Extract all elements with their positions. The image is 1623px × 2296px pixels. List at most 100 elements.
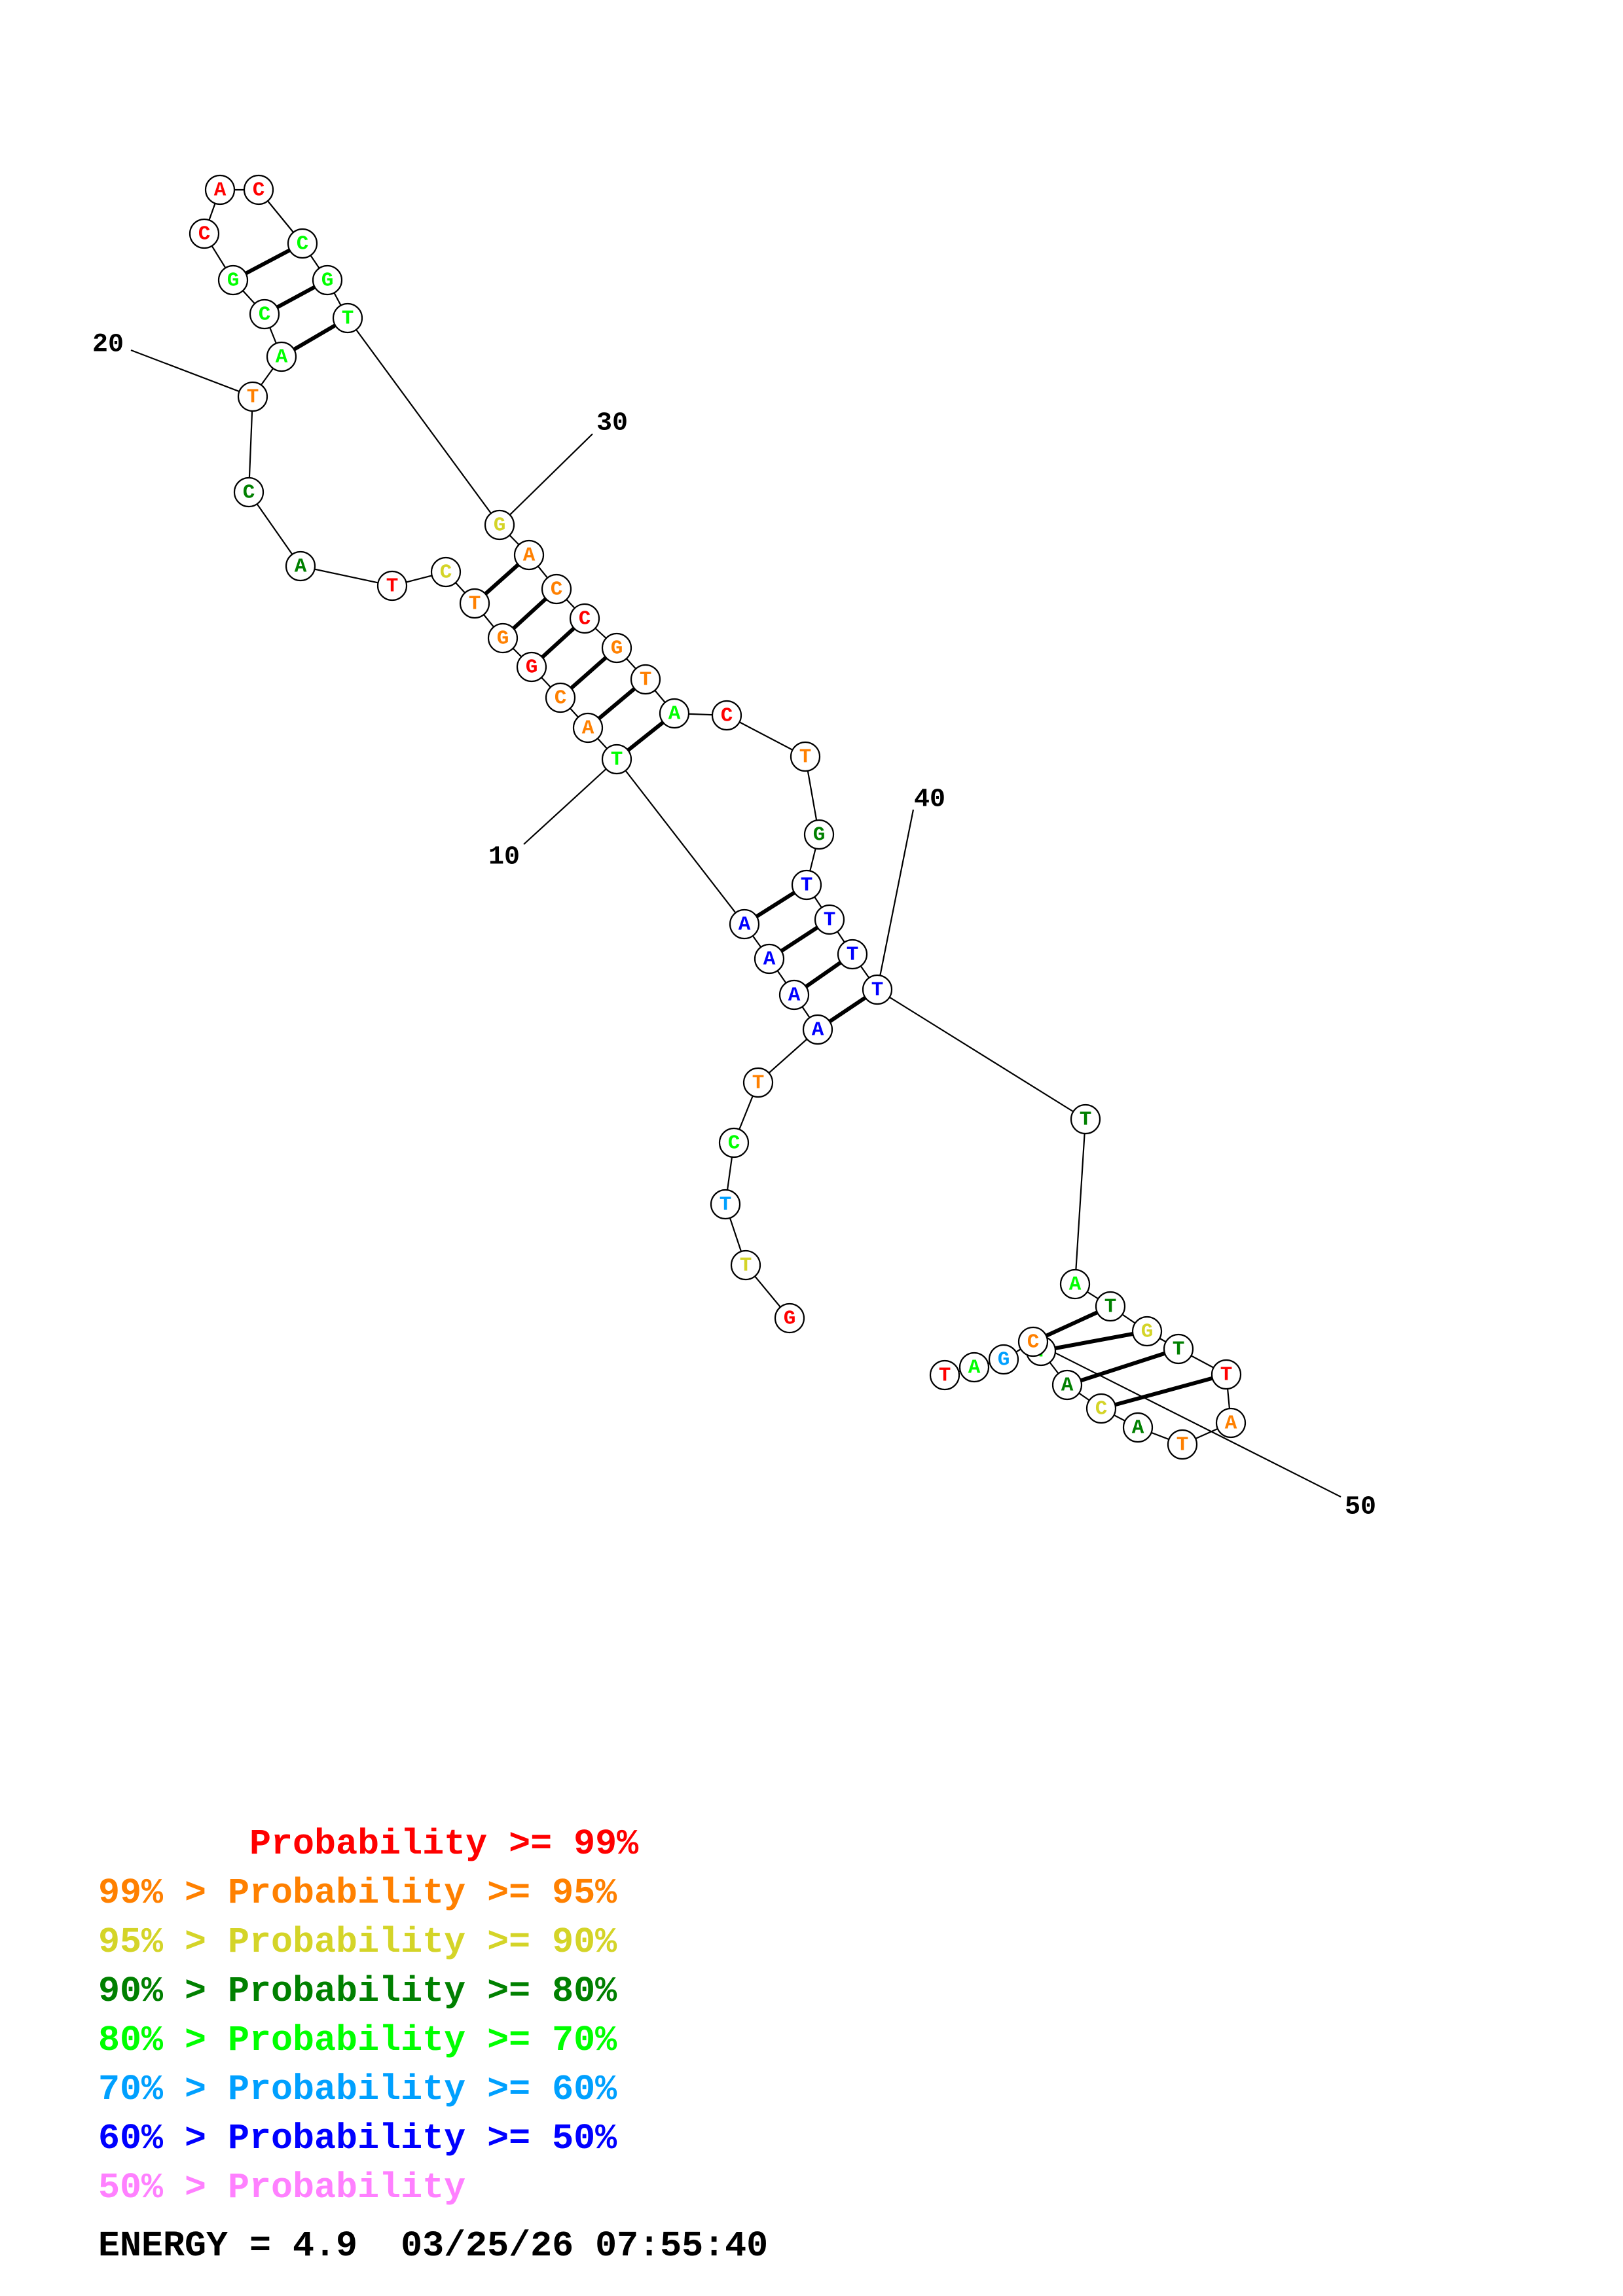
nucleotide-letter: C xyxy=(1095,1398,1108,1421)
nucleotide-circle xyxy=(487,622,519,654)
nucleotide-letter: G xyxy=(1141,1321,1154,1344)
nucleotide: A xyxy=(778,979,810,1011)
nucleotide-letter: G xyxy=(784,1308,796,1331)
legend-row: 60% > Probability >= 50% xyxy=(98,2118,617,2159)
nucleotide-letter: C xyxy=(728,1132,740,1155)
nucleotide-letter: C xyxy=(579,608,591,631)
nucleotide-circle xyxy=(1059,1268,1091,1300)
nucleotide-letter: T xyxy=(247,386,259,409)
legend-row: Probability >= 99% xyxy=(98,1823,639,1865)
backbone-segment xyxy=(300,565,393,587)
nucleotide-circle xyxy=(778,979,810,1011)
nucleotide-circle xyxy=(1211,1359,1242,1390)
nucleotide-letter: T xyxy=(871,979,884,1002)
nucleotide-circle xyxy=(204,174,236,206)
legend-row: 70% > Probability >= 60% xyxy=(98,2069,617,2110)
nucleotide: T xyxy=(237,381,268,412)
nucleotide-circle xyxy=(601,744,632,775)
base-pair-bond xyxy=(1114,1376,1213,1407)
nucleotide: T xyxy=(730,1249,761,1281)
nucleotide: T xyxy=(630,664,661,695)
position-tick-line xyxy=(1032,1341,1341,1498)
nucleotide-letter: C xyxy=(253,179,265,202)
base-pair-bond xyxy=(541,626,575,659)
nucleotide-circle xyxy=(1215,1407,1247,1439)
nucleotide-letter: C xyxy=(243,482,255,505)
backbone-segment xyxy=(877,989,1086,1120)
nucleotide-letter: G xyxy=(227,270,240,293)
position-tick-line xyxy=(130,349,253,398)
nucleotide-circle xyxy=(742,1067,774,1098)
nucleotide-circle xyxy=(332,302,363,334)
backbone-segment xyxy=(347,317,500,526)
nucleotide-circle xyxy=(803,819,835,850)
nucleotide-letter: C xyxy=(1027,1331,1040,1354)
base-pair-bond xyxy=(1055,1332,1133,1350)
nucleotide-letter: A xyxy=(668,703,681,726)
nucleotide-circle xyxy=(988,1344,1019,1375)
base-pair-bond xyxy=(245,248,291,276)
base-pair-bond xyxy=(805,961,842,988)
nucleotide-letter: T xyxy=(799,746,812,769)
position-tick-line xyxy=(523,759,617,845)
nucleotide-circle xyxy=(802,1014,833,1045)
nucleotide-circle xyxy=(545,682,576,713)
nucleotide-letter: A xyxy=(214,179,227,202)
base-pair-layer xyxy=(245,248,1213,1407)
nucleotide: C xyxy=(545,682,576,713)
nucleotide: G xyxy=(484,509,515,541)
nucleotide: T xyxy=(742,1067,774,1098)
nucleotide-letter: C xyxy=(440,562,452,584)
nucleotide-letter: G xyxy=(526,656,538,679)
position-tick-label: 30 xyxy=(596,409,628,439)
nucleotide-letter: C xyxy=(555,687,567,710)
nucleotide-letter: A xyxy=(276,346,288,369)
nucleotide: T xyxy=(376,570,408,601)
nucleotide-circle xyxy=(459,588,490,619)
nucleotide: C xyxy=(233,476,264,508)
nucleotide-letter: A xyxy=(1061,1374,1074,1397)
nucleotide-letter: G xyxy=(998,1349,1010,1372)
nucleotide: G xyxy=(487,622,519,654)
nucleotide: C xyxy=(541,573,572,605)
nucleotide: G xyxy=(516,651,547,683)
nucleotide-circle xyxy=(718,1127,750,1158)
nucleotide: A xyxy=(958,1352,990,1383)
nucleotide-circle xyxy=(1051,1369,1083,1401)
nucleotide-circle xyxy=(1095,1291,1126,1322)
legend-row: 80% > Probability >= 70% xyxy=(98,2020,617,2061)
nucleotide-circle xyxy=(754,943,785,975)
nucleotide: G xyxy=(312,264,343,296)
nucleotide-letter: T xyxy=(611,749,623,772)
nucleotide-circle xyxy=(572,712,604,744)
nucleotide-letter: T xyxy=(824,909,836,932)
nucleotide-circle xyxy=(189,218,220,249)
nucleotide-circle xyxy=(1017,1326,1049,1357)
backbone-segment xyxy=(247,396,254,493)
nucleotide-circle xyxy=(287,228,318,259)
nucleotide-letter: G xyxy=(497,628,509,651)
nucleotide: A xyxy=(659,698,690,729)
nucleotide-circle xyxy=(266,341,297,372)
nucleotide-circle xyxy=(376,570,408,601)
position-tick-layer: 10 20 30 40 50 xyxy=(92,331,1376,1522)
nucleotide-circle xyxy=(711,700,742,731)
nucleotide: C xyxy=(569,603,600,634)
base-pair-bond xyxy=(597,687,636,721)
position-tick-label: 10 xyxy=(488,843,520,872)
nucleotide-circle xyxy=(233,476,264,508)
nucleotide-circle xyxy=(569,603,600,634)
nucleotide-circle xyxy=(513,539,545,571)
nucleotide: A xyxy=(1059,1268,1091,1300)
nucleotide-letter: G xyxy=(813,824,826,847)
nucleotide-letter: A xyxy=(763,948,776,971)
legend-row: 50% > Probability xyxy=(98,2167,466,2208)
nucleotide-circle xyxy=(710,1189,741,1220)
nucleotide-circle xyxy=(837,939,868,970)
nucleotide-letter: A xyxy=(812,1019,824,1042)
nucleotide-letter: T xyxy=(801,874,813,897)
nucleotide-circle xyxy=(312,264,343,296)
nucleotide: C xyxy=(711,700,742,731)
nucleotide: G xyxy=(217,264,249,296)
nucleotide: T xyxy=(791,869,822,901)
